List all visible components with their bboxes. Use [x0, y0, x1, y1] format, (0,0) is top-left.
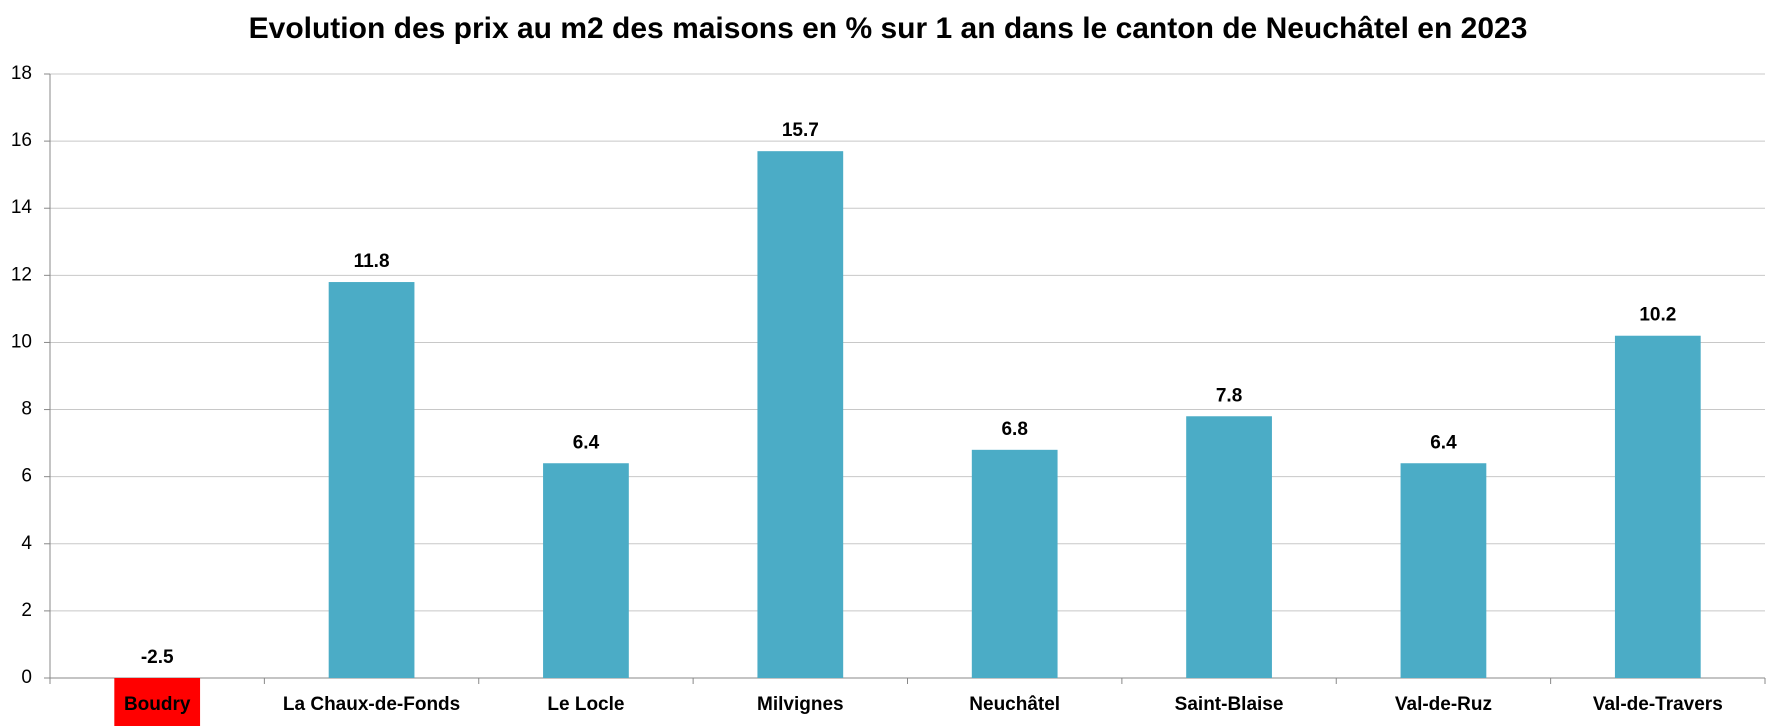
y-tick-label: 14 [11, 197, 33, 218]
y-tick-label: 4 [21, 533, 32, 554]
bar [543, 463, 629, 678]
value-label: 6.8 [1001, 419, 1027, 440]
y-tick-label: 0 [21, 667, 32, 688]
bar [1614, 335, 1701, 678]
x-tick-label: Le Locle [547, 694, 624, 715]
y-tick-label: 2 [21, 600, 32, 621]
bar [1400, 463, 1487, 678]
x-tick-label: Val-de-Ruz [1395, 694, 1492, 715]
value-label: 6.4 [1430, 432, 1457, 453]
x-tick-label: Val-de-Travers [1593, 694, 1723, 715]
value-label: 7.8 [1216, 385, 1242, 406]
value-label: 10.2 [1639, 305, 1676, 326]
x-tick-label: Milvignes [757, 694, 844, 715]
bar [328, 282, 415, 678]
value-label: 6.4 [573, 432, 600, 453]
chart-title: Evolution des prix au m2 des maisons en … [249, 12, 1528, 45]
y-tick-label: 16 [11, 130, 32, 151]
value-label: 15.7 [782, 120, 819, 141]
value-label: 11.8 [354, 251, 390, 272]
bar [971, 449, 1058, 678]
bar [114, 678, 201, 726]
bar [757, 151, 844, 678]
x-tick-label: Boudry [124, 694, 191, 715]
y-tick-label: 8 [21, 399, 32, 420]
bar [1186, 416, 1272, 678]
x-tick-label: Saint-Blaise [1175, 694, 1284, 715]
value-label: -2.5 [141, 647, 174, 668]
x-tick-label: La Chaux-de-Fonds [283, 694, 460, 715]
y-tick-label: 18 [11, 63, 32, 84]
y-tick-label: 12 [11, 264, 32, 285]
y-tick-label: 6 [21, 466, 32, 487]
x-tick-label: Neuchâtel [969, 694, 1060, 715]
y-tick-label: 10 [11, 331, 32, 352]
